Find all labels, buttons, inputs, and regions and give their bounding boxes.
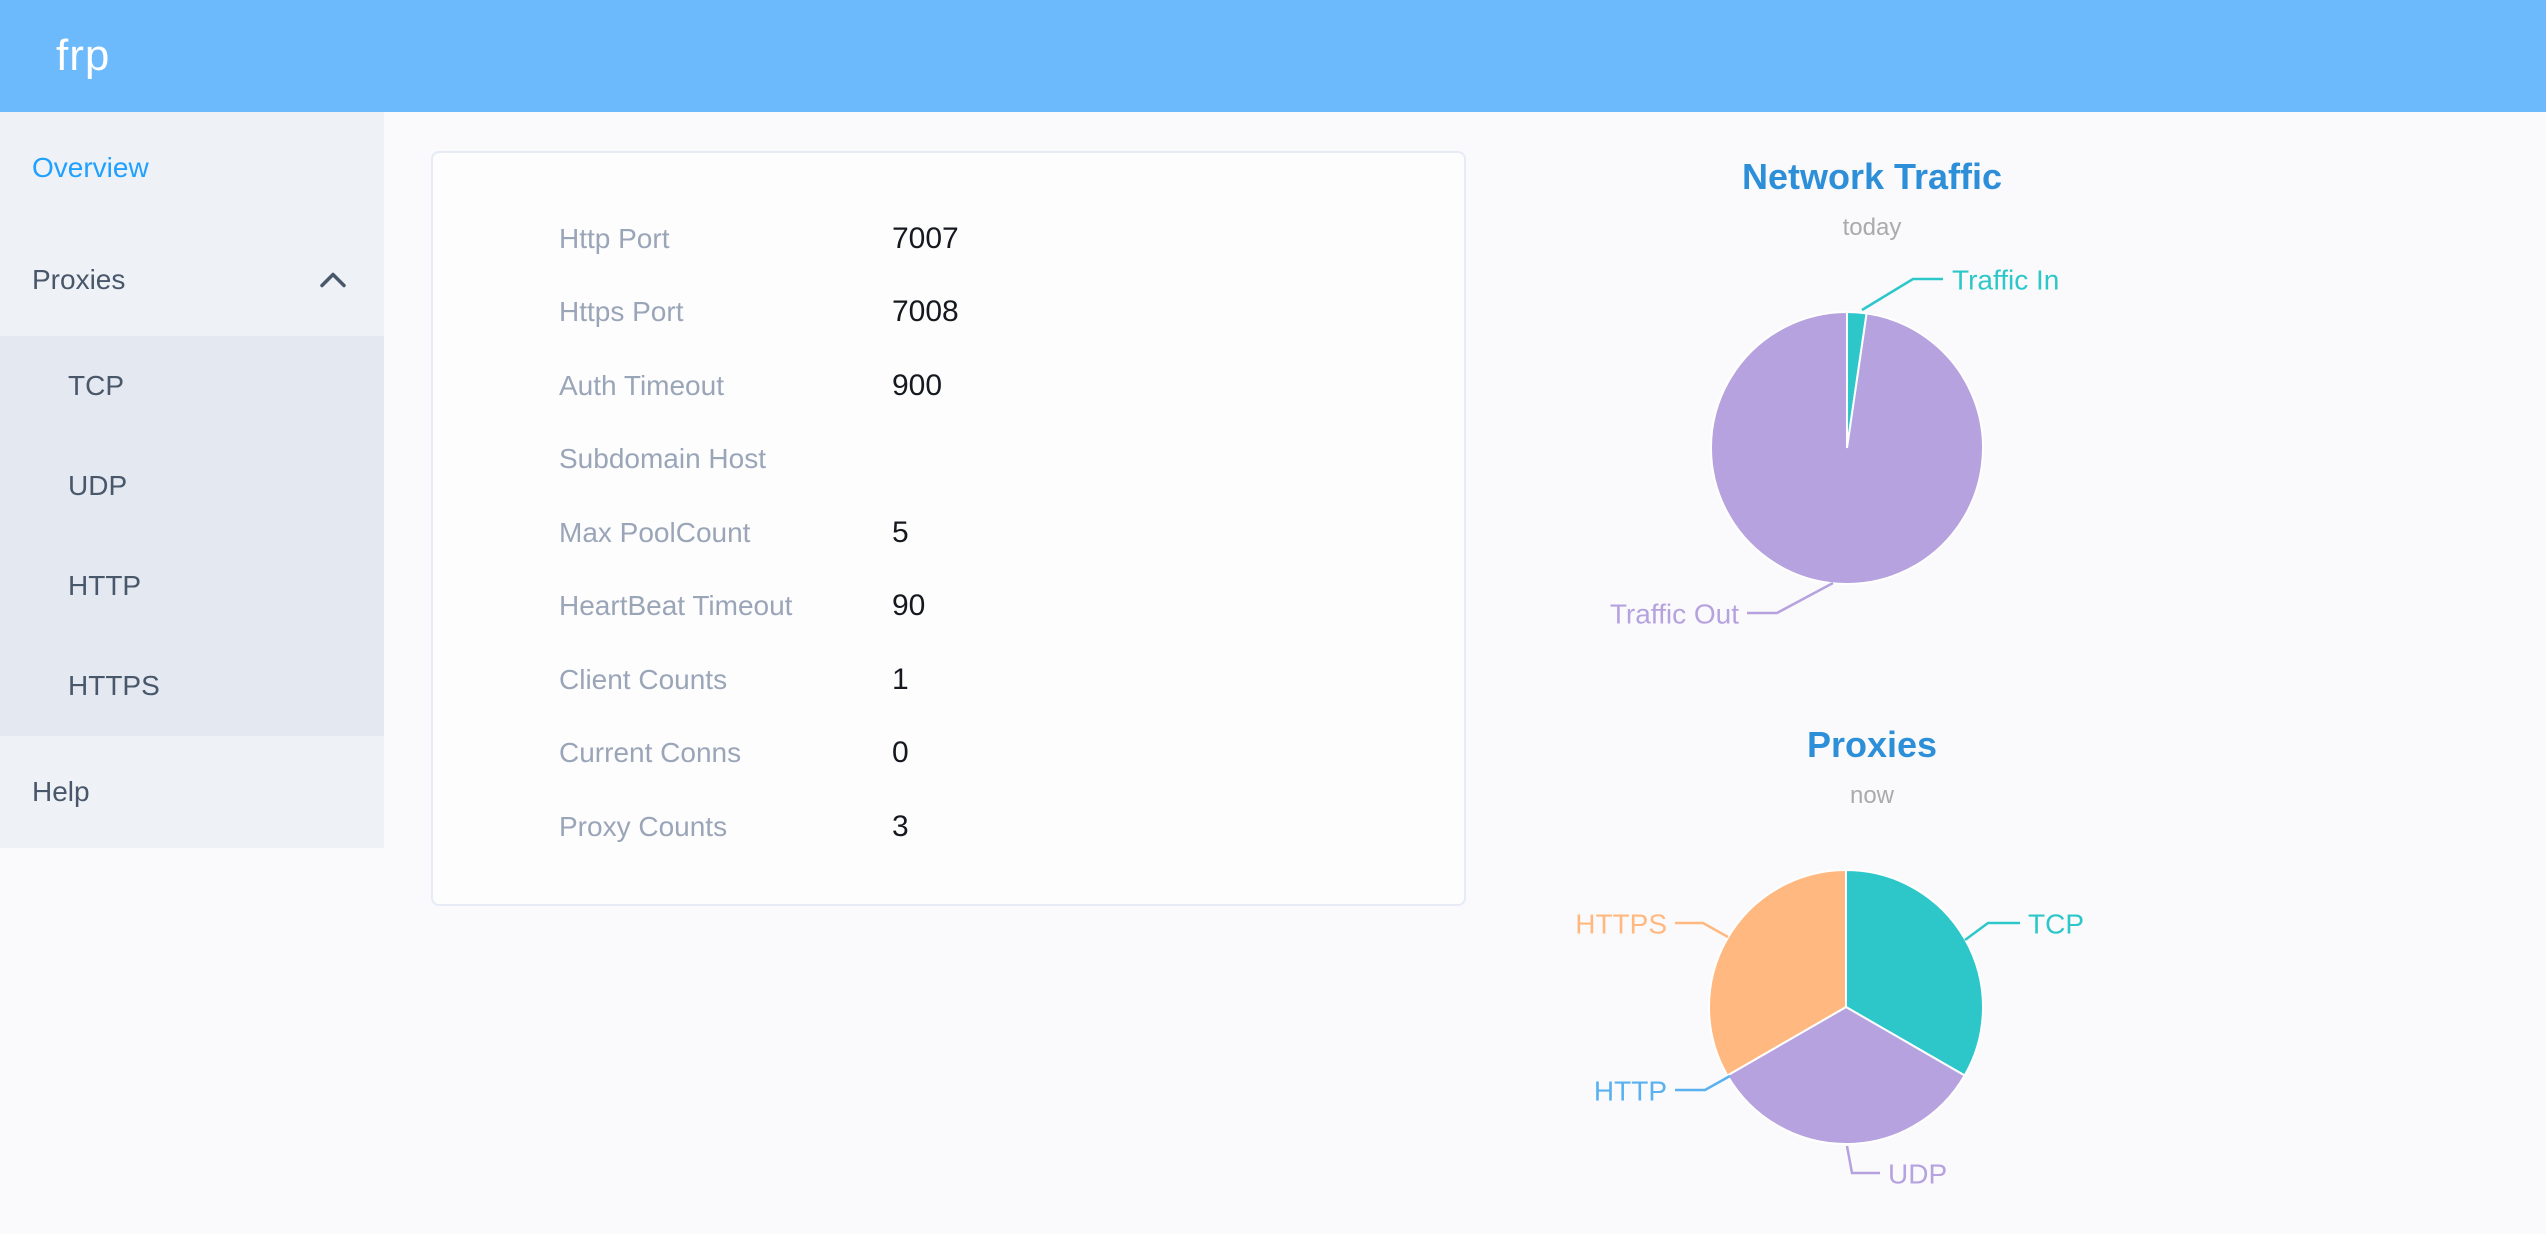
sidebar-item-udp[interactable]: UDP <box>0 436 384 536</box>
server-config-card: Http Port 7007 Https Port 7008 Auth Time… <box>431 151 1466 906</box>
sidebar-item-label: HTTP <box>68 570 142 601</box>
sidebar-item-overview[interactable]: Overview <box>0 112 384 224</box>
chart-subtitle: today <box>1842 214 1902 241</box>
chart-subtitle: now <box>1849 782 1895 809</box>
config-row: HeartBeat Timeout 90 <box>433 570 1464 644</box>
sidebar-item-help[interactable]: Help <box>0 736 384 848</box>
sidebar-item-label: Help <box>32 776 90 807</box>
config-value: 90 <box>892 589 926 623</box>
config-value: 7007 <box>892 221 959 255</box>
sidebar-item-proxies[interactable]: Proxies <box>0 224 384 336</box>
sidebar-item-http[interactable]: HTTP <box>0 536 384 636</box>
label-line-https <box>1675 921 1729 939</box>
config-label: HeartBeat Timeout <box>559 590 793 622</box>
sidebar: Overview Proxies TCP UDP HTTP HTTPS Help <box>0 112 384 848</box>
config-label: Subdomain Host <box>559 443 767 475</box>
config-row: Proxy Counts 3 <box>433 790 1464 864</box>
sidebar-item-label: HTTPS <box>68 670 160 701</box>
config-label: Client Counts <box>559 663 728 695</box>
chevron-up-icon <box>320 272 346 288</box>
config-value: 3 <box>892 809 909 843</box>
config-value: 900 <box>892 368 943 402</box>
pie-slice-https[interactable] <box>1708 868 1847 1077</box>
config-row: Http Port 7007 <box>433 202 1464 276</box>
sidebar-item-https[interactable]: HTTPS <box>0 636 384 736</box>
sidebar-item-label: TCP <box>68 370 124 401</box>
config-value: 5 <box>892 515 909 549</box>
pie-label-http: HTTP <box>1594 1076 1667 1107</box>
config-label: Http Port <box>559 222 670 254</box>
pie-label-traffic-out: Traffic Out <box>1610 599 1739 630</box>
config-row: Current Conns 0 <box>433 717 1464 791</box>
config-row: Subdomain Host <box>433 423 1464 497</box>
config-row: Https Port 7008 <box>433 276 1464 350</box>
pie-label-traffic-in: Traffic In <box>1952 265 2059 296</box>
sidebar-item-label: Overview <box>32 152 149 183</box>
app-logo: frp <box>56 31 111 80</box>
config-row: Client Counts 1 <box>433 643 1464 717</box>
label-line-http <box>1675 1074 1731 1092</box>
pie-label-udp: UDP <box>1888 1159 1947 1190</box>
config-value: 0 <box>892 736 909 770</box>
label-line-traffic-in <box>1861 277 1943 312</box>
proxies-chart: Proxies now TCP UDP HTTP HTTPS <box>1466 680 2278 1234</box>
app-header: frp <box>0 0 2546 112</box>
config-value: 1 <box>892 662 909 696</box>
sidebar-item-tcp[interactable]: TCP <box>0 336 384 436</box>
network-traffic-pie: Traffic In Traffic Out <box>1610 265 2060 630</box>
config-label: Proxy Counts <box>559 810 728 842</box>
sidebar-item-label: UDP <box>68 470 128 501</box>
chart-title: Proxies <box>1806 724 1938 765</box>
chart-title: Network Traffic <box>1741 156 2003 197</box>
config-value: 7008 <box>892 295 959 329</box>
network-traffic-chart: Network Traffic today Traffic In Traffic… <box>1466 112 2278 680</box>
proxies-pie: TCP UDP HTTP HTTPS <box>1575 868 2084 1190</box>
sidebar-item-label: Proxies <box>32 264 126 295</box>
label-line-traffic-out <box>1747 581 1834 615</box>
pie-slice-tcp[interactable] <box>1845 868 1984 1077</box>
pie-label-tcp: TCP <box>2028 909 2084 940</box>
proxies-submenu: TCP UDP HTTP HTTPS <box>0 336 384 736</box>
pie-slice-traffic-out[interactable] <box>1709 310 1984 585</box>
label-line-udp <box>1845 1145 1880 1175</box>
label-line-tcp <box>1964 921 2020 942</box>
config-row: Max PoolCount 5 <box>433 496 1464 570</box>
config-label: Current Conns <box>559 737 742 769</box>
config-label: Max PoolCount <box>559 516 751 548</box>
config-label: Auth Timeout <box>559 369 724 401</box>
pie-label-https: HTTPS <box>1575 909 1667 940</box>
config-row: Auth Timeout 900 <box>433 349 1464 423</box>
config-label: Https Port <box>559 296 684 328</box>
